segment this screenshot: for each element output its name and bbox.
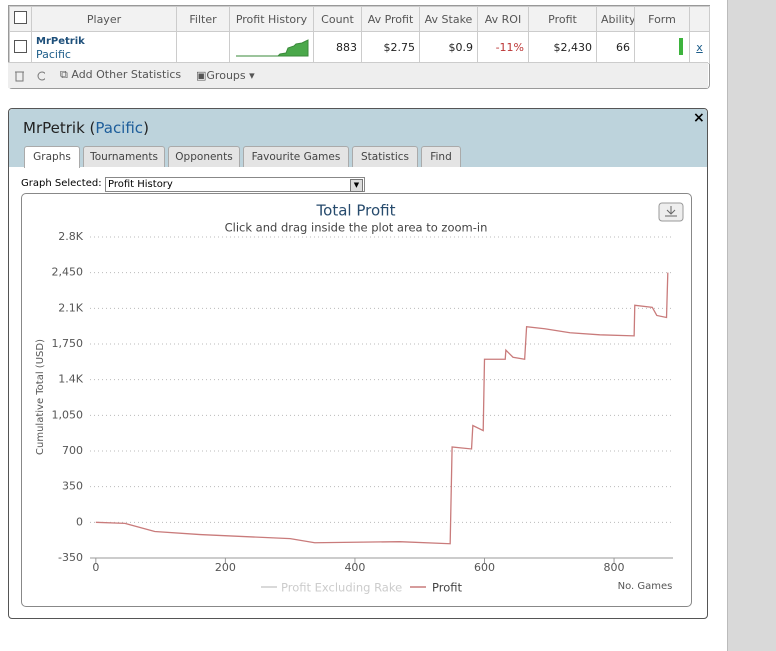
profit-line (95, 272, 669, 545)
panel-header: MrPetrik (Pacific) × Graphs Tournaments … (9, 109, 707, 168)
player-name[interactable]: MrPetrik (36, 36, 85, 47)
y-tick-label: 1,750 (52, 337, 84, 350)
chart-box (21, 193, 692, 607)
title-site[interactable]: Pacific (95, 119, 144, 137)
tab[interactable]: Opponents (168, 146, 240, 167)
download-icon (665, 206, 677, 217)
x-axis-label: No. Games (618, 581, 673, 592)
checkbox[interactable] (14, 39, 27, 53)
title-part: MrPetrik ( (23, 119, 96, 137)
player-site[interactable]: Pacific (36, 48, 71, 61)
x-tick-label: 0 (92, 561, 99, 574)
legend-label: Profit Excluding Rake (281, 581, 402, 595)
form-bar (679, 37, 683, 55)
header-cell[interactable]: Count (313, 6, 362, 32)
tab[interactable]: Find (421, 146, 461, 167)
select-arrow[interactable]: ▼ (350, 179, 363, 192)
player-cell: MrPetrik Pacific (31, 31, 177, 64)
header-cell[interactable]: Filter (176, 6, 230, 32)
tab[interactable]: Tournaments (83, 146, 165, 167)
x-tick-label: 400 (344, 561, 365, 574)
x-tick-label: 200 (215, 561, 236, 574)
y-tick-label: 2.1K (58, 301, 83, 314)
sparkline-area (236, 39, 309, 57)
header-cell[interactable]: Profit History (229, 6, 314, 32)
toolbar-icons[interactable] (15, 70, 45, 82)
y-tick-label: 350 (62, 480, 83, 493)
checkbox[interactable] (14, 11, 27, 24)
x-tick-label: 600 (474, 561, 495, 574)
legend-label: Profit (432, 581, 462, 595)
y-tick-label: 1.4K (58, 373, 83, 386)
x-tick-label: 800 (604, 561, 625, 574)
title-part: ) (143, 119, 149, 137)
header-cell[interactable]: Ability (596, 6, 635, 32)
panel-title: MrPetrik (Pacific) (23, 119, 149, 137)
y-axis-label: Cumulative Total (USD) (35, 339, 46, 455)
groups-button[interactable]: ▣Groups ▾ (196, 69, 255, 82)
tab[interactable]: Favourite Games (243, 146, 349, 167)
y-tick-label: 2.8K (58, 230, 83, 243)
tab[interactable]: Graphs (24, 146, 80, 168)
graph-select-value[interactable]: Profit History (108, 179, 173, 190)
y-tick-label: 1,050 (52, 408, 84, 421)
add-stats-label[interactable]: Add Other Statistics (71, 68, 182, 81)
header-cell[interactable]: Profit (528, 6, 597, 32)
chart-subtitle: Click and drag inside the plot area to z… (225, 221, 488, 235)
sparkline (236, 39, 309, 57)
graph-select[interactable]: Profit History ▼ (105, 177, 365, 192)
av-roi-cell: -11% (477, 31, 529, 64)
av-profit-cell: $2.75 (361, 31, 420, 64)
y-tick-label: 2,450 (52, 266, 84, 279)
graph-label: Graph Selected: (21, 178, 102, 189)
y-tick-label: 0 (76, 515, 83, 528)
sparkline-cell (229, 31, 314, 64)
header-cell[interactable]: Player (31, 6, 177, 32)
groups-label[interactable]: Groups (206, 69, 246, 82)
y-tick-label: -350 (58, 551, 83, 564)
profit-cell: $2,430 (528, 31, 597, 64)
header-cell[interactable]: Form (634, 6, 690, 32)
side-strip (727, 0, 776, 651)
header-cell (689, 6, 710, 32)
tab[interactable]: Statistics (352, 146, 418, 167)
close-button[interactable]: × (693, 110, 705, 126)
y-tick-label: 700 (62, 444, 83, 457)
header-cell[interactable]: Av Profit (361, 6, 420, 32)
toolbar: ⧉ Add Other Statistics ▣Groups ▾ (8, 62, 708, 88)
add-stats-button[interactable]: ⧉ Add Other Statistics (60, 68, 182, 81)
header-cell[interactable]: Av ROI (477, 6, 529, 32)
chart-title: Total Profit (316, 202, 396, 220)
